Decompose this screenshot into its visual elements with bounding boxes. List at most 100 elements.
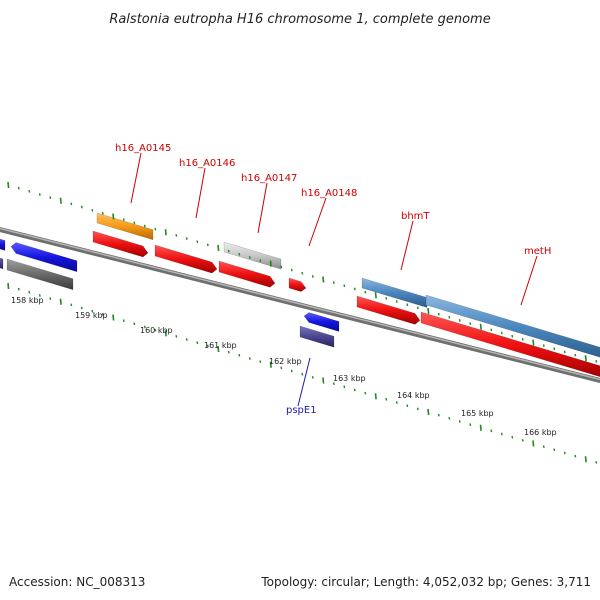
tick-mark-lower [343, 385, 346, 389]
tick-mark-lower [500, 432, 503, 436]
gene-label-h16_a0147[interactable]: h16_A0147 [241, 173, 297, 184]
tick-mark-upper [521, 337, 524, 341]
feature-slate-left-edge[interactable] [0, 255, 4, 270]
tick-mark-upper [353, 287, 356, 291]
tick-mark-upper [227, 249, 230, 253]
tick-mark-lower [311, 375, 314, 379]
leader-line [308, 197, 327, 247]
tick-mark-upper [280, 265, 283, 269]
tick-mark-lower [196, 341, 199, 345]
tick-mark-lower [322, 377, 325, 384]
tick-mark-lower [458, 420, 461, 423]
gene-label-h16_a0145[interactable]: h16_A0145 [115, 143, 171, 154]
leader-line [520, 255, 538, 306]
tick-mark-upper [311, 274, 314, 278]
gene-label-meth[interactable]: metH [524, 246, 551, 257]
tick-mark-upper [238, 252, 241, 256]
tick-mark-upper [395, 300, 398, 303]
tick-mark-lower [521, 438, 524, 442]
tick-mark-lower [70, 303, 73, 307]
leader-line [297, 357, 311, 407]
tick-mark-lower [553, 448, 556, 452]
feature-cds-h16-a0145[interactable] [92, 230, 149, 258]
tick-mark-upper [91, 208, 94, 212]
tick-mark-lower [490, 429, 493, 433]
feature-cds-h16-a0147[interactable] [218, 260, 276, 288]
tick-mark-upper [332, 281, 335, 285]
feature-gene-bhmt[interactable] [361, 277, 428, 308]
tick-mark-upper [448, 315, 451, 319]
genome-backbone [0, 226, 600, 384]
tick-mark-lower [154, 328, 157, 332]
tick-mark-lower [28, 290, 31, 294]
tick-layer [7, 181, 598, 464]
tick-mark-upper [17, 186, 20, 190]
tick-label: 165 kbp [461, 409, 494, 418]
gene-label-h16_a0148[interactable]: h16_A0148 [301, 188, 357, 199]
gene-label-h16_a0146[interactable]: h16_A0146 [179, 158, 235, 169]
tick-mark-upper [248, 256, 251, 259]
feature-gene-left-edge[interactable] [0, 238, 6, 251]
feature-cds-h16-a0148[interactable] [288, 277, 307, 292]
tick-mark-upper [364, 290, 367, 294]
tick-mark-upper [122, 218, 125, 222]
feature-gray-left[interactable] [6, 258, 74, 291]
tick-mark-lower [427, 408, 430, 416]
tick-mark-upper [343, 284, 346, 288]
tick-mark-upper [406, 303, 409, 307]
leader-line [400, 220, 414, 271]
feature-cds-pspe1[interactable] [299, 325, 335, 348]
tick-mark-upper [164, 229, 167, 236]
tick-mark-lower [469, 423, 472, 426]
tick-mark-upper [70, 202, 73, 206]
tick-mark-upper [49, 196, 52, 199]
feature-cds-meth[interactable] [420, 311, 600, 378]
tick-mark-lower [532, 440, 535, 447]
tick-mark-lower [227, 350, 230, 354]
tick-mark-upper [385, 297, 388, 300]
tick-mark-lower [301, 372, 304, 376]
tick-mark-lower [542, 445, 545, 449]
tick-label: 160 kbp [140, 326, 173, 335]
tick-mark-lower [595, 461, 598, 464]
tick-mark-lower [332, 382, 335, 386]
tick-label: 158 kbp [11, 296, 44, 305]
feature-gene-h16-a0147[interactable] [223, 241, 282, 270]
tick-mark-upper [38, 193, 41, 196]
tick-mark-lower [269, 361, 272, 368]
genome-summary-text: Topology: circular; Length: 4,052,032 bp… [260, 575, 591, 589]
gene-label-pspe1[interactable]: pspE1 [286, 405, 317, 416]
tick-mark-upper [217, 244, 220, 252]
tick-mark-upper [563, 350, 566, 354]
tick-mark-upper [490, 328, 493, 332]
tick-mark-lower [112, 314, 115, 321]
tick-mark-upper [595, 360, 598, 363]
tick-mark-lower [584, 456, 587, 463]
tick-mark-upper [511, 334, 514, 338]
tick-mark-upper [437, 312, 440, 316]
tick-label: 162 kbp [269, 357, 302, 366]
tick-mark-upper [469, 322, 472, 325]
tick-mark-upper [185, 237, 188, 240]
feature-cds-bhmt[interactable] [356, 295, 421, 325]
tick-mark-upper [574, 353, 577, 357]
tick-mark-upper [196, 240, 199, 244]
tick-label: 159 kbp [75, 311, 108, 320]
feature-cds-h16-a0146[interactable] [154, 244, 218, 274]
tick-mark-upper [416, 306, 419, 310]
feature-gene-pspe1[interactable] [303, 312, 340, 332]
tick-mark-upper [80, 205, 83, 209]
tick-mark-lower [238, 353, 241, 357]
tick-mark-upper [175, 234, 178, 237]
gene-label-bhmt[interactable]: bhmT [401, 211, 430, 222]
tick-mark-lower [353, 388, 356, 392]
tick-mark-lower [122, 319, 125, 323]
tick-mark-upper [458, 319, 461, 322]
feature-gene-left[interactable] [10, 242, 78, 273]
feature-gene-meth[interactable] [425, 294, 600, 360]
feature-orange[interactable] [96, 212, 154, 241]
tick-mark-upper [374, 292, 377, 299]
tick-mark-upper [59, 197, 62, 204]
tick-mark-lower [143, 325, 146, 329]
